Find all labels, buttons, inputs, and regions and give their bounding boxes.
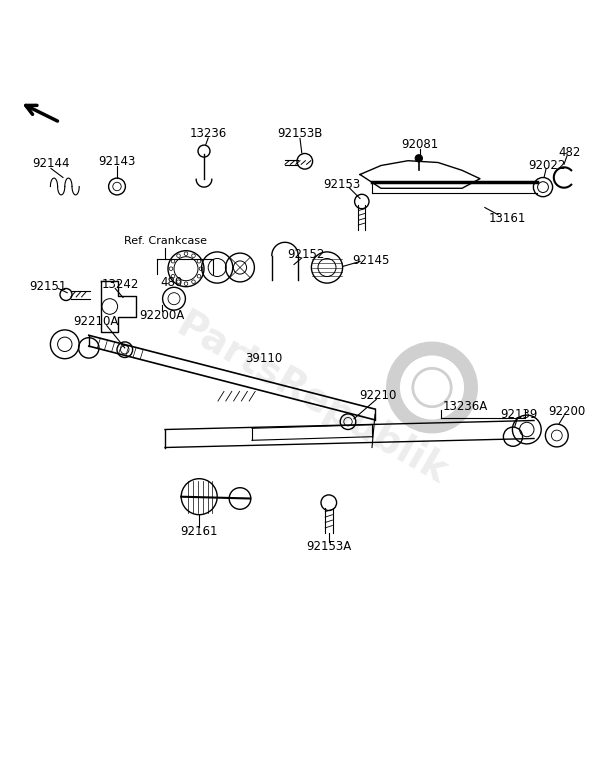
Text: 13161: 13161 bbox=[488, 212, 526, 225]
Text: 92151: 92151 bbox=[29, 281, 67, 293]
Text: 92153: 92153 bbox=[323, 178, 361, 191]
Text: 480: 480 bbox=[160, 276, 183, 289]
Text: 92210A: 92210A bbox=[73, 315, 119, 328]
Text: 13236: 13236 bbox=[190, 126, 227, 140]
Text: 92081: 92081 bbox=[401, 138, 439, 151]
Text: 92143: 92143 bbox=[98, 155, 136, 168]
Text: 92200A: 92200A bbox=[139, 309, 185, 322]
Text: 13242: 13242 bbox=[101, 277, 139, 291]
Text: 92153B: 92153B bbox=[277, 127, 323, 140]
Text: 92144: 92144 bbox=[32, 157, 70, 170]
Text: Ref. Crankcase: Ref. Crankcase bbox=[124, 236, 206, 246]
Text: 92161: 92161 bbox=[181, 525, 218, 538]
Text: PartsRepublik: PartsRepublik bbox=[170, 306, 454, 493]
Text: 92152: 92152 bbox=[287, 248, 325, 261]
Text: 482: 482 bbox=[559, 146, 581, 159]
Text: 92200: 92200 bbox=[548, 405, 586, 418]
Text: 92153A: 92153A bbox=[306, 540, 352, 553]
Text: 13236A: 13236A bbox=[442, 400, 488, 413]
Text: 92139: 92139 bbox=[500, 408, 538, 421]
Text: 39110: 39110 bbox=[245, 352, 283, 365]
Text: 92210: 92210 bbox=[359, 389, 397, 401]
Text: 92145: 92145 bbox=[352, 253, 389, 267]
Circle shape bbox=[415, 155, 422, 162]
Text: 92022: 92022 bbox=[529, 159, 566, 172]
